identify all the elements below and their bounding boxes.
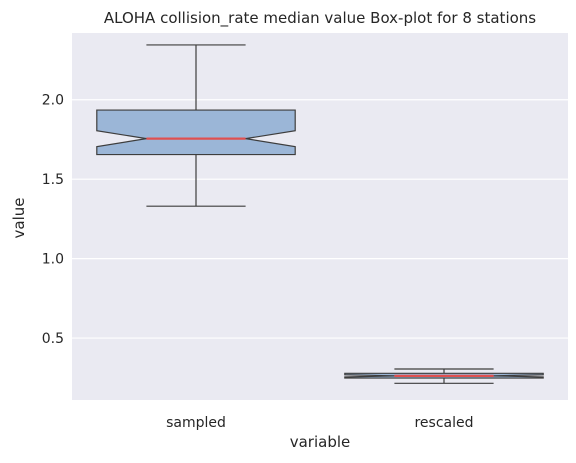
grid-lines: [72, 99, 568, 339]
x-tick-label: rescaled: [414, 415, 473, 431]
plot-background: [72, 33, 568, 400]
y-tick-label: 1.5: [42, 172, 64, 188]
box-sampled: [96, 44, 296, 207]
y-tick-label: 2.0: [42, 93, 64, 109]
box-rescaled: [344, 368, 544, 384]
y-axis-title: value: [10, 198, 28, 239]
notched-box: [96, 109, 296, 156]
x-tick-label: sampled: [166, 415, 226, 431]
boxes: [96, 44, 544, 384]
y-tick-label: 0.5: [42, 331, 64, 347]
y-tick-labels: 0.5 1.0 1.5 2.0: [42, 93, 64, 347]
y-tick-label: 1.0: [42, 252, 64, 268]
chart-title: ALOHA collision_rate median value Box-pl…: [104, 9, 536, 28]
x-tick-labels: sampled rescaled: [166, 415, 473, 431]
x-axis-title: variable: [290, 433, 351, 451]
